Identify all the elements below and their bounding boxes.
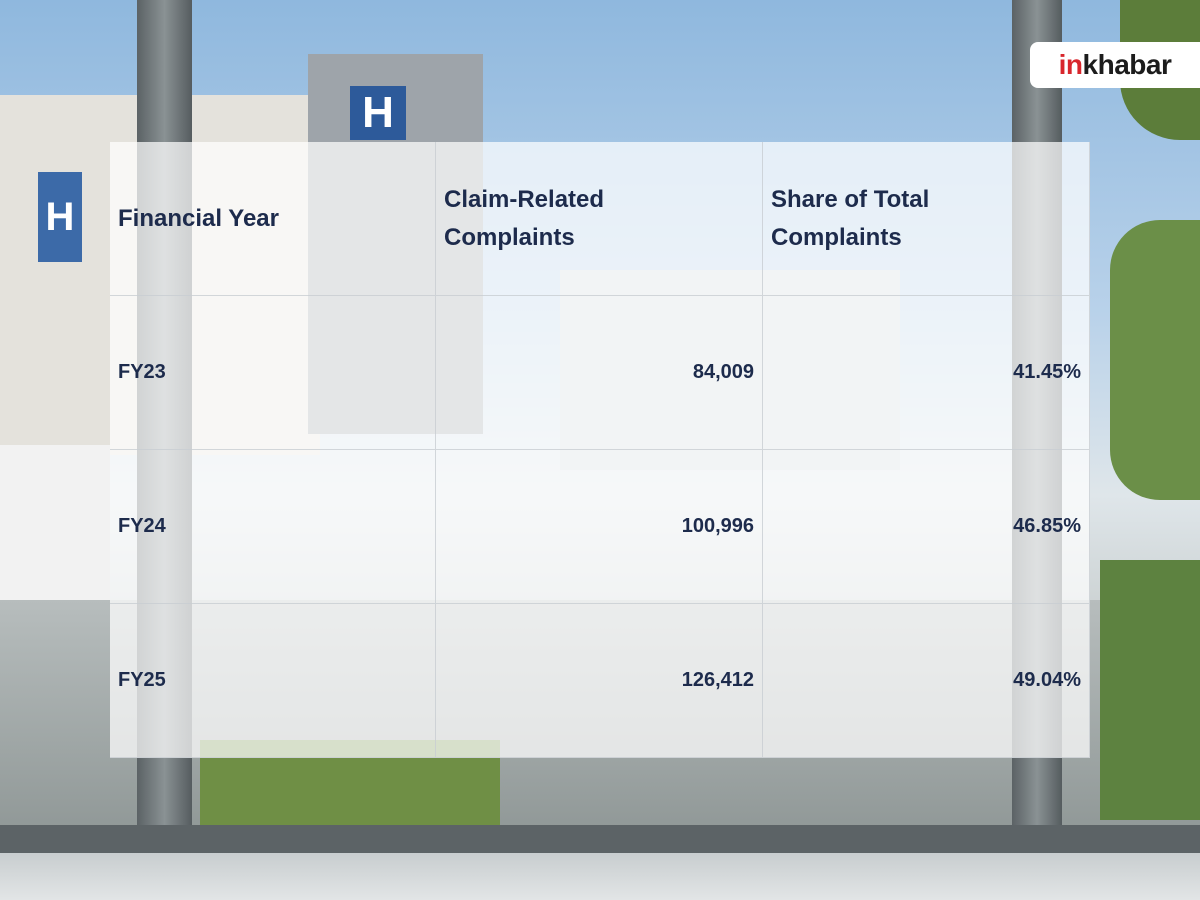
column-header-cell: Claim-Related Complaints [436,142,763,296]
table-value: 100,996 [681,515,754,537]
column-header-cell: Financial Year [110,142,436,296]
column-header: Claim-Related Complaints [444,185,605,251]
table-value: 49.04% [1013,669,1081,691]
table-value-cell: 100,996 [436,450,763,604]
column-header: Share of Total Complaints [771,185,930,251]
column-header-cell: Share of Total Complaints [763,142,1090,296]
row-label: FY23 [118,361,166,383]
logo-prefix: in [1058,49,1083,80]
data-table: Financial Year Claim-Related Complaints Sh… [110,142,1090,758]
row-label: FY24 [118,515,166,537]
table-value: 84,009 [692,361,754,383]
table-value-cell: 46.85% [763,450,1090,604]
table-value-cell: 126,412 [436,604,763,758]
row-label: FY25 [118,669,166,691]
table-value: 46.85% [1013,515,1081,537]
row-label-cell: FY24 [110,450,436,604]
column-header: Financial Year [118,204,279,232]
logo-text: khabar [1082,49,1172,80]
table-value: 41.45% [1013,361,1081,383]
table-value: 126,412 [681,669,754,691]
table-value-cell: 84,009 [436,296,763,450]
row-label-cell: FY23 [110,296,436,450]
row-label-cell: FY25 [110,604,436,758]
table-value-cell: 49.04% [763,604,1090,758]
logo: in khabar [1030,42,1200,88]
table-value-cell: 41.45% [763,296,1090,450]
